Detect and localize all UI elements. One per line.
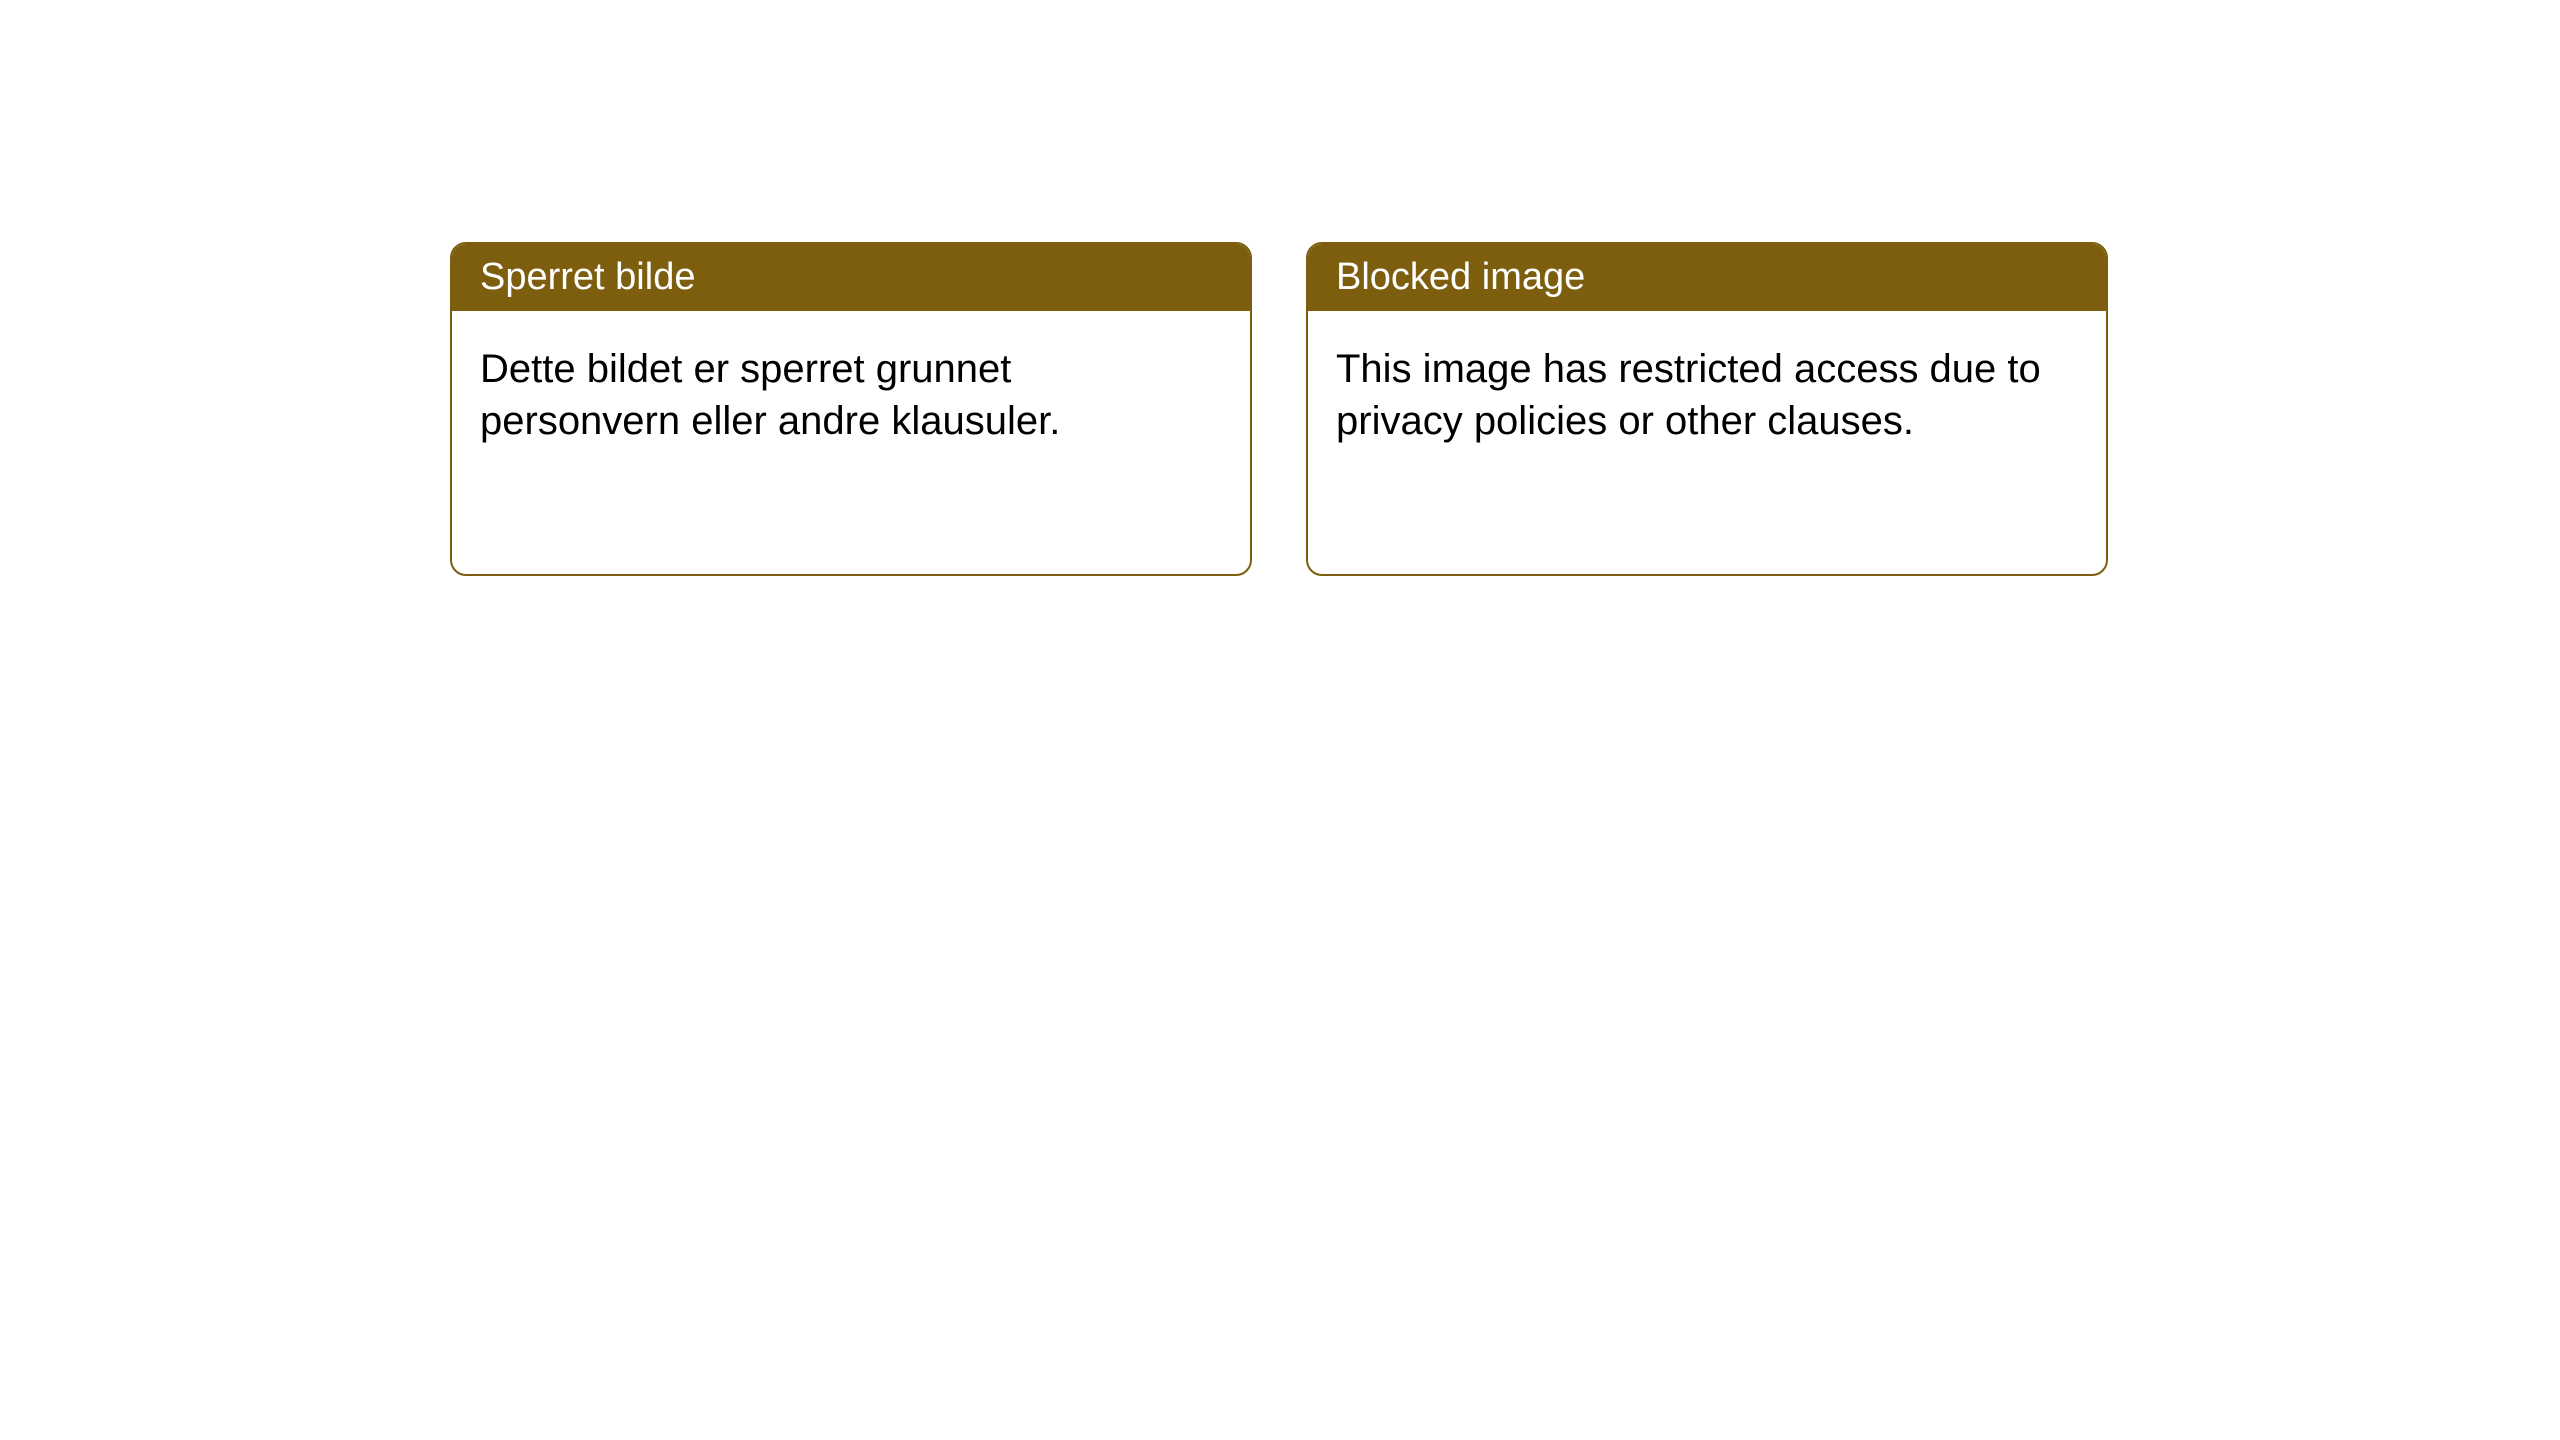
card-header: Sperret bilde: [452, 244, 1250, 311]
card-body-text: Dette bildet er sperret grunnet personve…: [480, 347, 1060, 443]
notice-container: Sperret bilde Dette bildet er sperret gr…: [0, 0, 2560, 576]
card-body-text: This image has restricted access due to …: [1336, 347, 2041, 443]
notice-card-english: Blocked image This image has restricted …: [1306, 242, 2108, 576]
card-body: This image has restricted access due to …: [1308, 311, 2106, 479]
card-title: Sperret bilde: [480, 256, 695, 298]
card-header: Blocked image: [1308, 244, 2106, 311]
notice-card-norwegian: Sperret bilde Dette bildet er sperret gr…: [450, 242, 1252, 576]
card-body: Dette bildet er sperret grunnet personve…: [452, 311, 1250, 479]
card-title: Blocked image: [1336, 256, 1585, 298]
